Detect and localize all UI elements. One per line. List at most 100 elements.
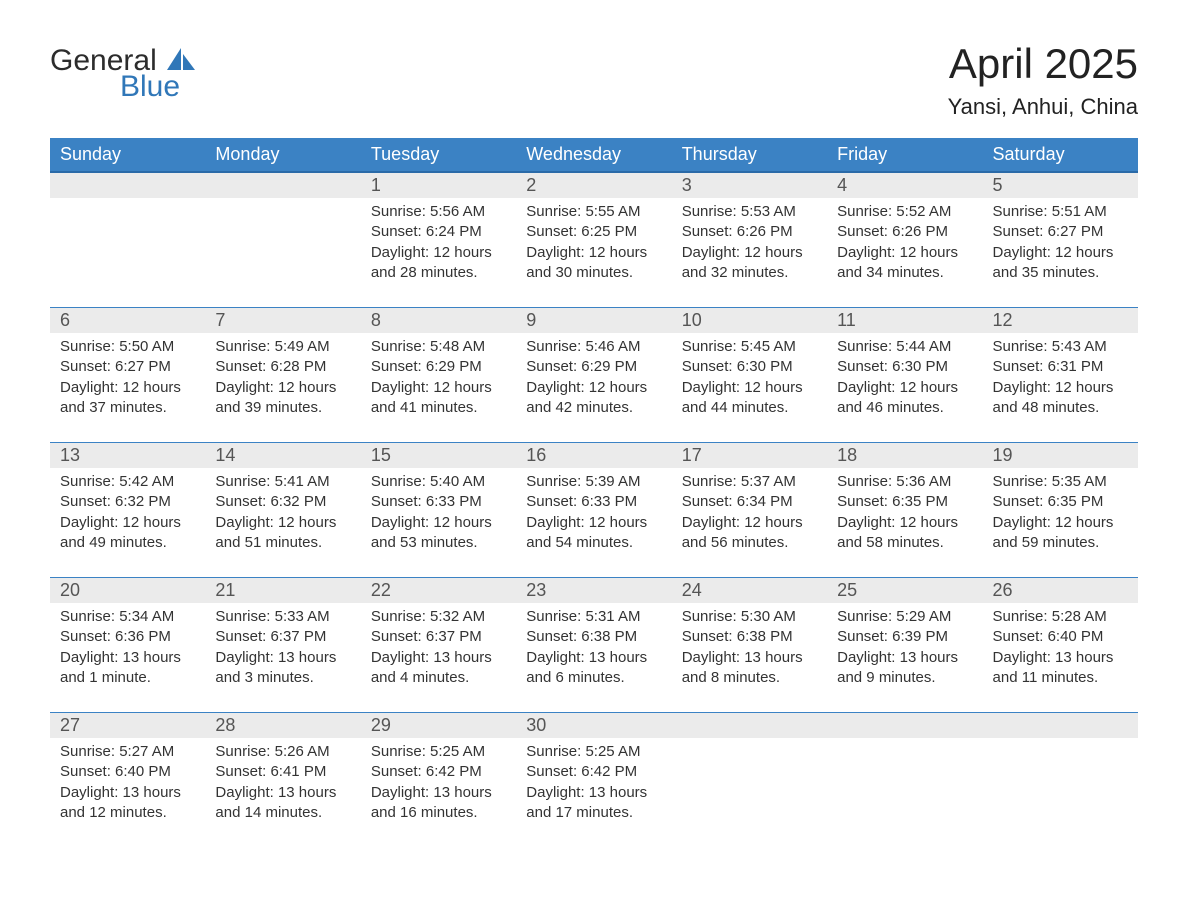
sunset-line: Sunset: 6:26 PM	[682, 222, 817, 242]
calendar-cell: 2Sunrise: 5:55 AMSunset: 6:25 PMDaylight…	[516, 172, 671, 308]
calendar-cell	[50, 172, 205, 308]
date-number: 21	[205, 578, 360, 603]
sunrise-line: Sunrise: 5:41 AM	[215, 472, 350, 492]
dow-header: Monday	[205, 138, 360, 172]
day-info: Sunrise: 5:42 AMSunset: 6:32 PMDaylight:…	[50, 468, 205, 553]
calendar-cell: 7Sunrise: 5:49 AMSunset: 6:28 PMDaylight…	[205, 308, 360, 443]
daylight-line: Daylight: 13 hours and 11 minutes.	[993, 648, 1128, 689]
calendar-cell: 29Sunrise: 5:25 AMSunset: 6:42 PMDayligh…	[361, 713, 516, 848]
day-info: Sunrise: 5:35 AMSunset: 6:35 PMDaylight:…	[983, 468, 1138, 553]
daylight-line: Daylight: 13 hours and 9 minutes.	[837, 648, 972, 689]
brand-logo: General Blue	[50, 46, 195, 102]
sunrise-line: Sunrise: 5:42 AM	[60, 472, 195, 492]
date-number	[672, 713, 827, 738]
date-number: 18	[827, 443, 982, 468]
calendar-cell: 12Sunrise: 5:43 AMSunset: 6:31 PMDayligh…	[983, 308, 1138, 443]
sunrise-line: Sunrise: 5:25 AM	[526, 742, 661, 762]
calendar-cell: 30Sunrise: 5:25 AMSunset: 6:42 PMDayligh…	[516, 713, 671, 848]
calendar-cell: 16Sunrise: 5:39 AMSunset: 6:33 PMDayligh…	[516, 443, 671, 578]
sunset-line: Sunset: 6:24 PM	[371, 222, 506, 242]
daylight-line: Daylight: 12 hours and 49 minutes.	[60, 513, 195, 554]
day-info: Sunrise: 5:37 AMSunset: 6:34 PMDaylight:…	[672, 468, 827, 553]
calendar-cell: 4Sunrise: 5:52 AMSunset: 6:26 PMDaylight…	[827, 172, 982, 308]
date-number: 28	[205, 713, 360, 738]
calendar-cell: 18 Sunrise: 5:36 AMSunset: 6:35 PMDayligh…	[827, 443, 982, 578]
daylight-line: Daylight: 12 hours and 42 minutes.	[526, 378, 661, 419]
date-number: 23	[516, 578, 671, 603]
date-number	[50, 173, 205, 198]
sunrise-line: Sunrise: 5:40 AM	[371, 472, 506, 492]
calendar-cell: 17Sunrise: 5:37 AMSunset: 6:34 PMDayligh…	[672, 443, 827, 578]
sunrise-line: Sunrise: 5:49 AM	[215, 337, 350, 357]
sunrise-line: Sunrise: 5:29 AM	[837, 607, 972, 627]
day-info: Sunrise: 5:32 AMSunset: 6:37 PMDaylight:…	[361, 603, 516, 688]
sunrise-line: Sunrise: 5:53 AM	[682, 202, 817, 222]
date-number: 3	[672, 173, 827, 198]
sunset-line: Sunset: 6:33 PM	[371, 492, 506, 512]
daylight-line: Daylight: 12 hours and 35 minutes.	[993, 243, 1128, 284]
sunset-line: Sunset: 6:32 PM	[215, 492, 350, 512]
daylight-line: Daylight: 12 hours and 44 minutes.	[682, 378, 817, 419]
sunrise-line: Sunrise: 5:26 AM	[215, 742, 350, 762]
day-info: Sunrise: 5:40 AMSunset: 6:33 PMDaylight:…	[361, 468, 516, 553]
day-info: Sunrise: 5:39 AMSunset: 6:33 PMDaylight:…	[516, 468, 671, 553]
calendar-week-row: 20Sunrise: 5:34 AMSunset: 6:36 PMDayligh…	[50, 578, 1138, 713]
calendar-cell: 27Sunrise: 5:27 AMSunset: 6:40 PMDayligh…	[50, 713, 205, 848]
sunrise-line: Sunrise: 5:37 AM	[682, 472, 817, 492]
sunrise-line: Sunrise: 5:39 AM	[526, 472, 661, 492]
calendar-cell: 19Sunrise: 5:35 AMSunset: 6:35 PMDayligh…	[983, 443, 1138, 578]
calendar-cell: 20Sunrise: 5:34 AMSunset: 6:36 PMDayligh…	[50, 578, 205, 713]
daylight-line: Daylight: 13 hours and 6 minutes.	[526, 648, 661, 689]
sunrise-line: Sunrise: 5:48 AM	[371, 337, 506, 357]
day-info: Sunrise: 5:25 AMSunset: 6:42 PMDaylight:…	[516, 738, 671, 823]
sunset-line: Sunset: 6:30 PM	[682, 357, 817, 377]
sunrise-line: Sunrise: 5:35 AM	[993, 472, 1128, 492]
daylight-line: Daylight: 13 hours and 16 minutes.	[371, 783, 506, 824]
daylight-line: Daylight: 12 hours and 58 minutes.	[837, 513, 972, 554]
calendar-cell: 13Sunrise: 5:42 AMSunset: 6:32 PMDayligh…	[50, 443, 205, 578]
daylight-line: Daylight: 12 hours and 54 minutes.	[526, 513, 661, 554]
calendar-cell: 22Sunrise: 5:32 AMSunset: 6:37 PMDayligh…	[361, 578, 516, 713]
daylight-line: Daylight: 13 hours and 3 minutes.	[215, 648, 350, 689]
day-info: Sunrise: 5:27 AMSunset: 6:40 PMDaylight:…	[50, 738, 205, 823]
daylight-line: Daylight: 13 hours and 12 minutes.	[60, 783, 195, 824]
date-number: 12	[983, 308, 1138, 333]
sunset-line: Sunset: 6:29 PM	[371, 357, 506, 377]
daylight-line: Daylight: 12 hours and 37 minutes.	[60, 378, 195, 419]
daylight-line: Daylight: 12 hours and 30 minutes.	[526, 243, 661, 284]
day-info: Sunrise: 5:26 AMSunset: 6:41 PMDaylight:…	[205, 738, 360, 823]
daylight-line: Daylight: 13 hours and 17 minutes.	[526, 783, 661, 824]
sunrise-line: Sunrise: 5:30 AM	[682, 607, 817, 627]
day-info: Sunrise: 5:33 AMSunset: 6:37 PMDaylight:…	[205, 603, 360, 688]
sunrise-line: Sunrise: 5:33 AM	[215, 607, 350, 627]
daylight-line: Daylight: 12 hours and 32 minutes.	[682, 243, 817, 284]
calendar-cell: 14Sunrise: 5:41 AMSunset: 6:32 PMDayligh…	[205, 443, 360, 578]
sunrise-line: Sunrise: 5:27 AM	[60, 742, 195, 762]
calendar-cell: 5Sunrise: 5:51 AMSunset: 6:27 PMDaylight…	[983, 172, 1138, 308]
calendar-cell: 15Sunrise: 5:40 AMSunset: 6:33 PMDayligh…	[361, 443, 516, 578]
date-number: 9	[516, 308, 671, 333]
date-number: 6	[50, 308, 205, 333]
sunset-line: Sunset: 6:28 PM	[215, 357, 350, 377]
day-info: Sunrise: 5:52 AMSunset: 6:26 PMDaylight:…	[827, 198, 982, 283]
date-number: 10	[672, 308, 827, 333]
sunset-line: Sunset: 6:39 PM	[837, 627, 972, 647]
day-info: Sunrise: 5:48 AMSunset: 6:29 PMDaylight:…	[361, 333, 516, 418]
date-number: 2	[516, 173, 671, 198]
calendar-cell	[827, 713, 982, 848]
sunrise-line: Sunrise: 5:34 AM	[60, 607, 195, 627]
sunrise-line: Sunrise: 5:36 AM	[837, 472, 972, 492]
calendar-cell: 25Sunrise: 5:29 AMSunset: 6:39 PMDayligh…	[827, 578, 982, 713]
month-title: April 2025	[948, 40, 1138, 88]
date-number: 16	[516, 443, 671, 468]
day-info: Sunrise: 5:55 AMSunset: 6:25 PMDaylight:…	[516, 198, 671, 283]
sunset-line: Sunset: 6:31 PM	[993, 357, 1128, 377]
day-info: Sunrise: 5:41 AMSunset: 6:32 PMDaylight:…	[205, 468, 360, 553]
sunrise-line: Sunrise: 5:32 AM	[371, 607, 506, 627]
sunset-line: Sunset: 6:42 PM	[526, 762, 661, 782]
day-info: Sunrise: 5:31 AMSunset: 6:38 PMDaylight:…	[516, 603, 671, 688]
calendar-week-row: 1Sunrise: 5:56 AMSunset: 6:24 PMDaylight…	[50, 172, 1138, 308]
date-number: 11	[827, 308, 982, 333]
dow-header: Tuesday	[361, 138, 516, 172]
sunset-line: Sunset: 6:35 PM	[837, 492, 972, 512]
